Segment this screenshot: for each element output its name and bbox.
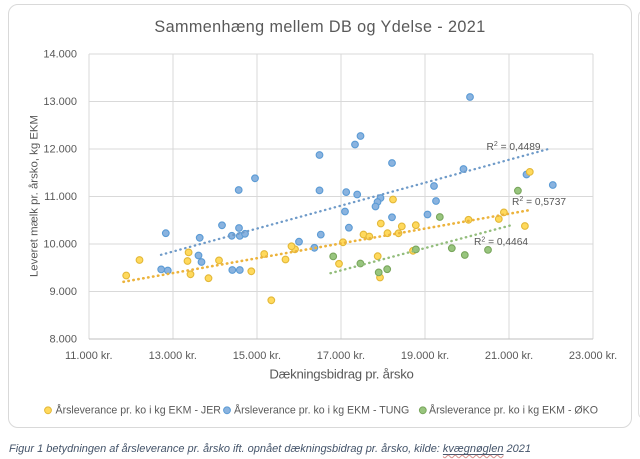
svg-text:15.000 kr.: 15.000 kr. (233, 350, 281, 362)
svg-text:23.000 kr.: 23.000 kr. (569, 350, 617, 362)
svg-text:12.000: 12.000 (43, 144, 77, 156)
svg-text:13.000 kr.: 13.000 kr. (149, 350, 197, 362)
svg-text:R2 = 0,4489: R2 = 0,4489 (487, 141, 541, 153)
svg-text:Årsleverance pr. ko i kg EKM -: Årsleverance pr. ko i kg EKM - ØKO (429, 404, 598, 417)
svg-text:17.000 kr.: 17.000 kr. (317, 350, 365, 362)
svg-text:11.000: 11.000 (44, 191, 77, 203)
svg-text:R2 = 0,5737: R2 = 0,5737 (512, 196, 566, 208)
svg-text:19.000 kr.: 19.000 kr. (401, 350, 449, 362)
svg-text:Årsleverance pr. ko i kg EKM -: Årsleverance pr. ko i kg EKM - JER (56, 404, 222, 417)
svg-text:21.000 kr.: 21.000 kr. (485, 350, 533, 362)
svg-text:11.000 kr.: 11.000 kr. (65, 350, 113, 362)
svg-text:Årsleverance pr. ko i kg EKM -: Årsleverance pr. ko i kg EKM - TUNG (234, 404, 409, 417)
svg-text:Dækningsbidrag pr. årsko: Dækningsbidrag pr. årsko (269, 367, 413, 382)
svg-text:8.000: 8.000 (49, 334, 77, 346)
svg-text:14.000: 14.000 (43, 49, 77, 61)
svg-text:R2 = 0,4464: R2 = 0,4464 (474, 236, 528, 248)
svg-text:13.000: 13.000 (43, 96, 77, 108)
svg-text:10.000: 10.000 (43, 239, 77, 251)
svg-text:Sammenhæng mellem DB og Ydelse: Sammenhæng mellem DB og Ydelse - 2021 (154, 18, 485, 36)
svg-text:9.000: 9.000 (49, 286, 77, 298)
svg-text:Leveret mælk pr. årsko, kg EKM: Leveret mælk pr. årsko, kg EKM (29, 115, 41, 277)
